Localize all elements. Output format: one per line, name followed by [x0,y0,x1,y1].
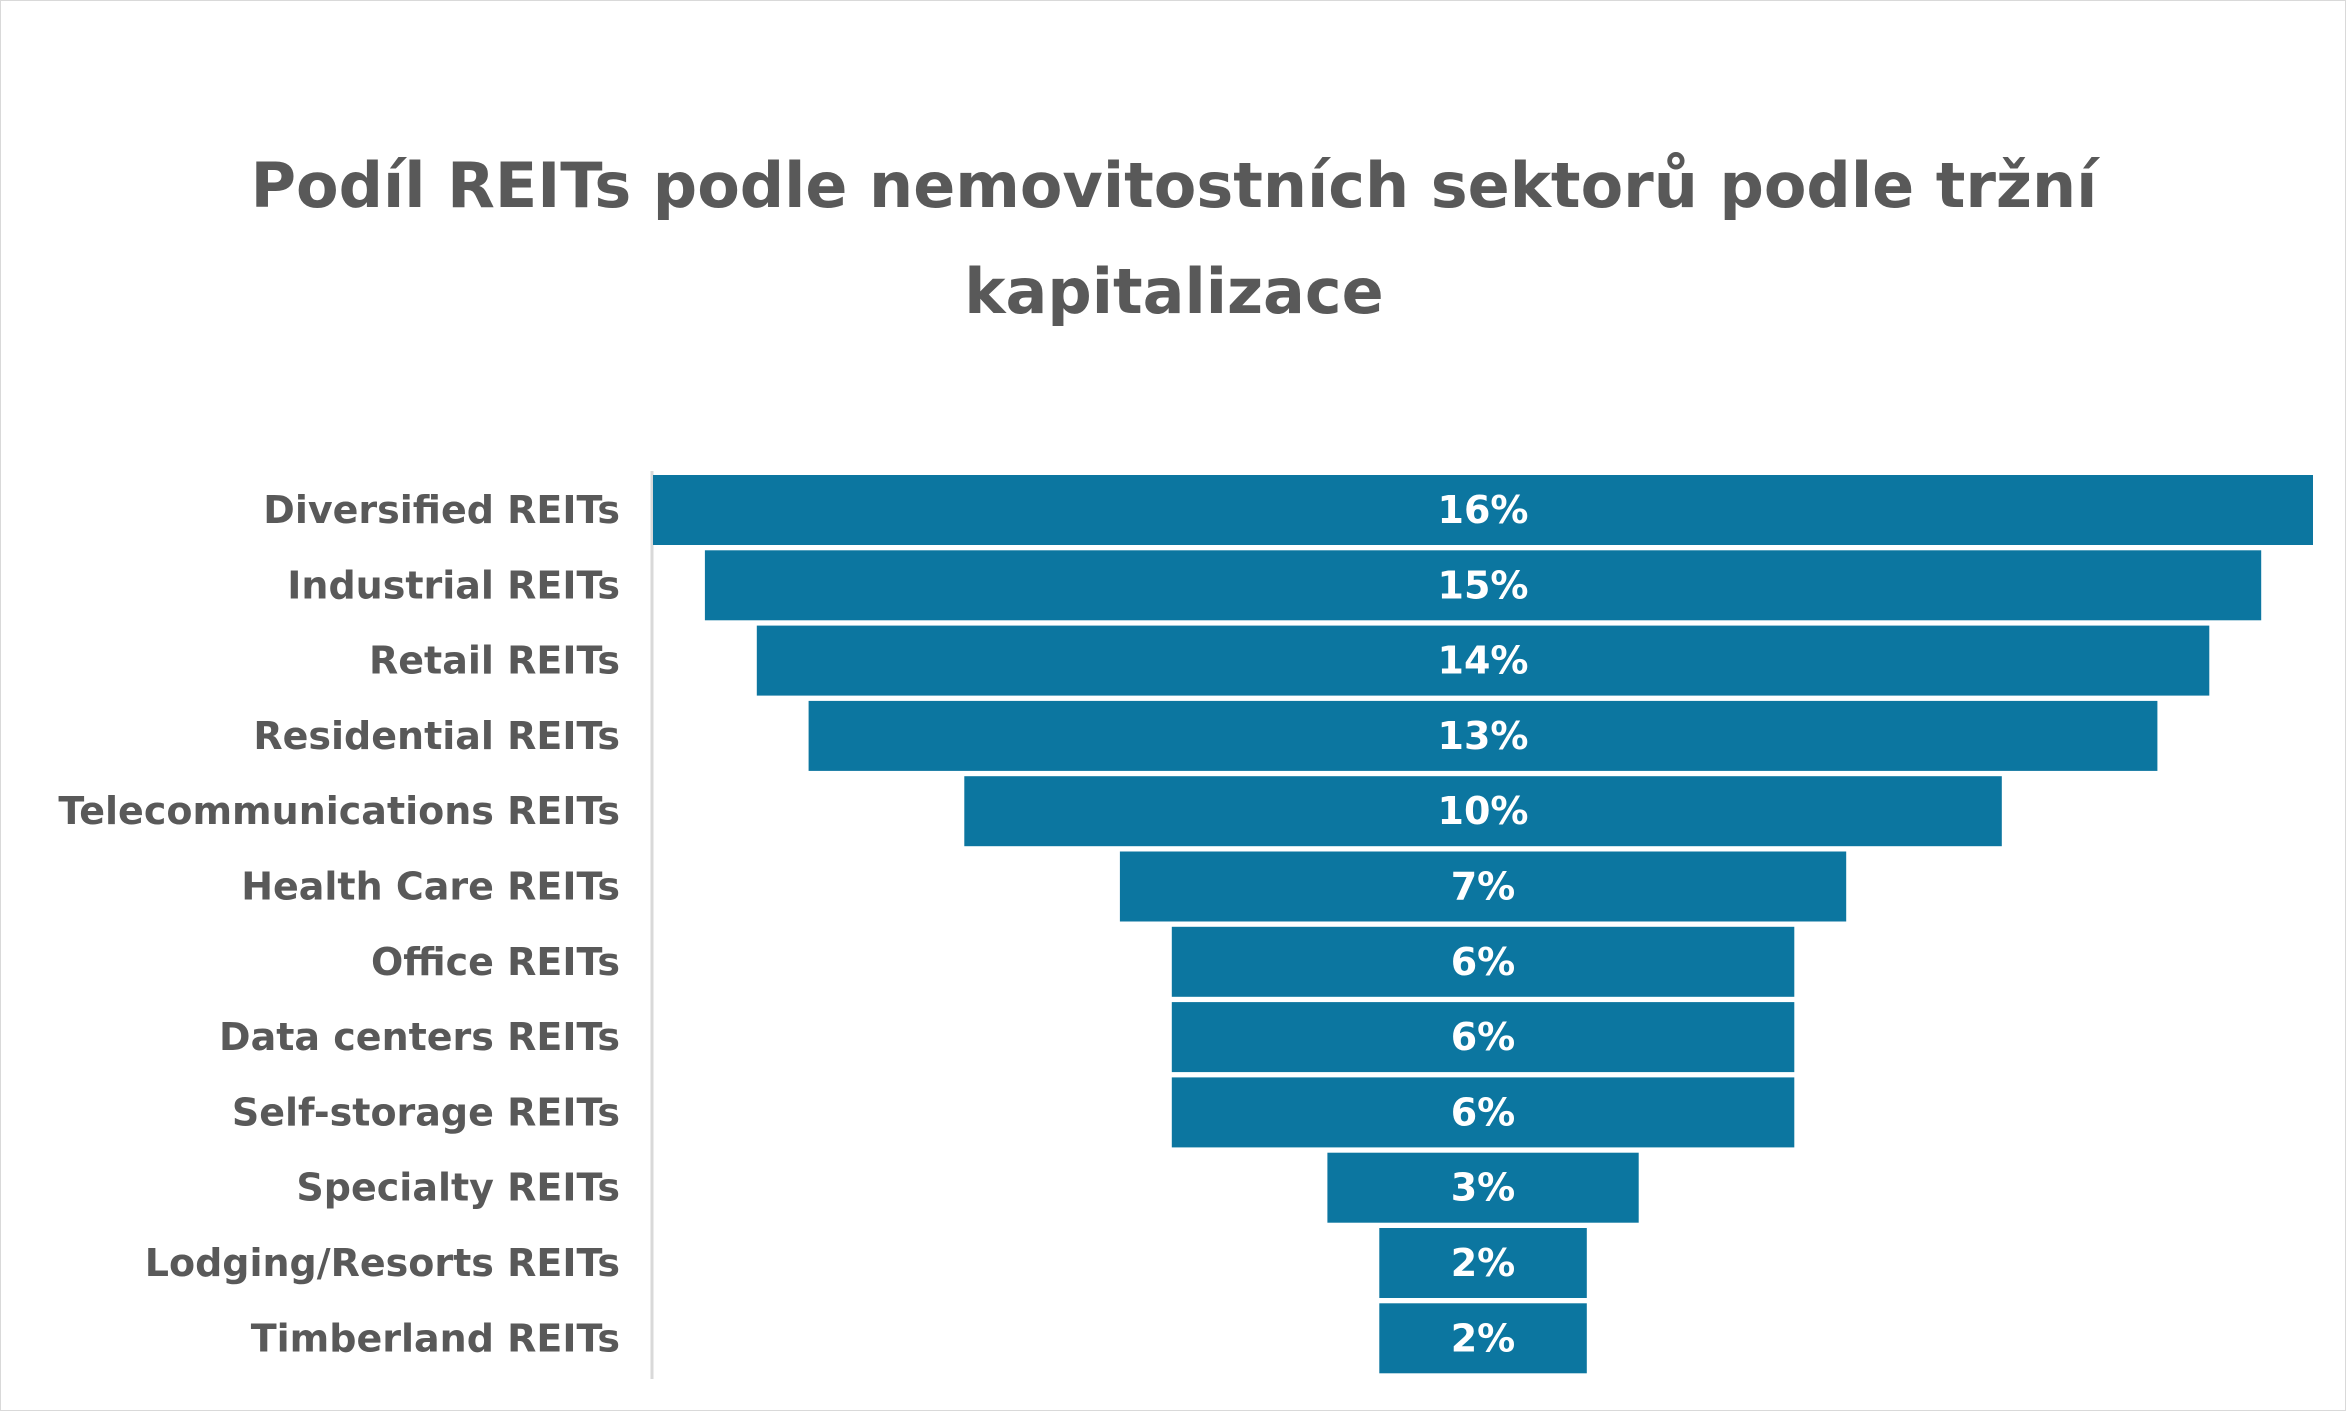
category-label: Telecommunications REITs [58,789,620,833]
funnel-bar [1379,1303,1587,1374]
category-label: Data centers REITs [219,1015,620,1059]
bars-layer [653,475,2313,1374]
value-label: 13% [1438,714,1529,758]
category-label: Lodging/Resorts REITs [145,1241,620,1285]
funnel-bar [653,475,2313,545]
funnel-bar [756,625,2210,696]
funnel-bar [1171,1002,1795,1073]
value-label: 16% [1438,488,1529,532]
funnel-bar [1171,926,1795,997]
value-label: 7% [1451,865,1516,909]
funnel-bar [1119,851,1847,922]
value-label: 6% [1451,1090,1516,1134]
value-label: 10% [1438,789,1529,833]
category-labels: Diversified REITs Industrial REITs Retail … [58,488,620,1360]
value-label: 14% [1438,639,1529,683]
value-label: 2% [1451,1241,1516,1285]
category-label: Specialty REITs [296,1166,620,1210]
category-label: Timberland REITs [251,1316,620,1360]
category-label: Retail REITs [369,639,620,683]
category-label: Health Care REITs [241,865,620,909]
category-label: Industrial REITs [287,563,620,607]
category-label: Self-storage REITs [232,1090,620,1134]
value-label: 3% [1451,1166,1516,1210]
funnel-bar [1327,1152,1639,1223]
value-label: 6% [1451,940,1516,984]
funnel-bar [1171,1077,1795,1148]
category-label: Residential REITs [253,714,620,758]
chart-title: Podíl REITs podle nemovitostních sektorů… [250,149,2098,328]
value-label: 2% [1451,1316,1516,1360]
category-label: Office REITs [371,940,620,984]
value-labels: 16% 15% 14% 13% 10% 7% 6% 6% 6% 3% 2% 2% [1438,488,1529,1360]
category-label: Diversified REITs [263,488,620,532]
funnel-bar [1379,1228,1587,1298]
funnel-bar [964,776,2002,847]
funnel-bar [704,550,2262,621]
value-label: 15% [1438,563,1529,607]
value-label: 6% [1451,1015,1516,1059]
funnel-bar [808,700,2158,771]
